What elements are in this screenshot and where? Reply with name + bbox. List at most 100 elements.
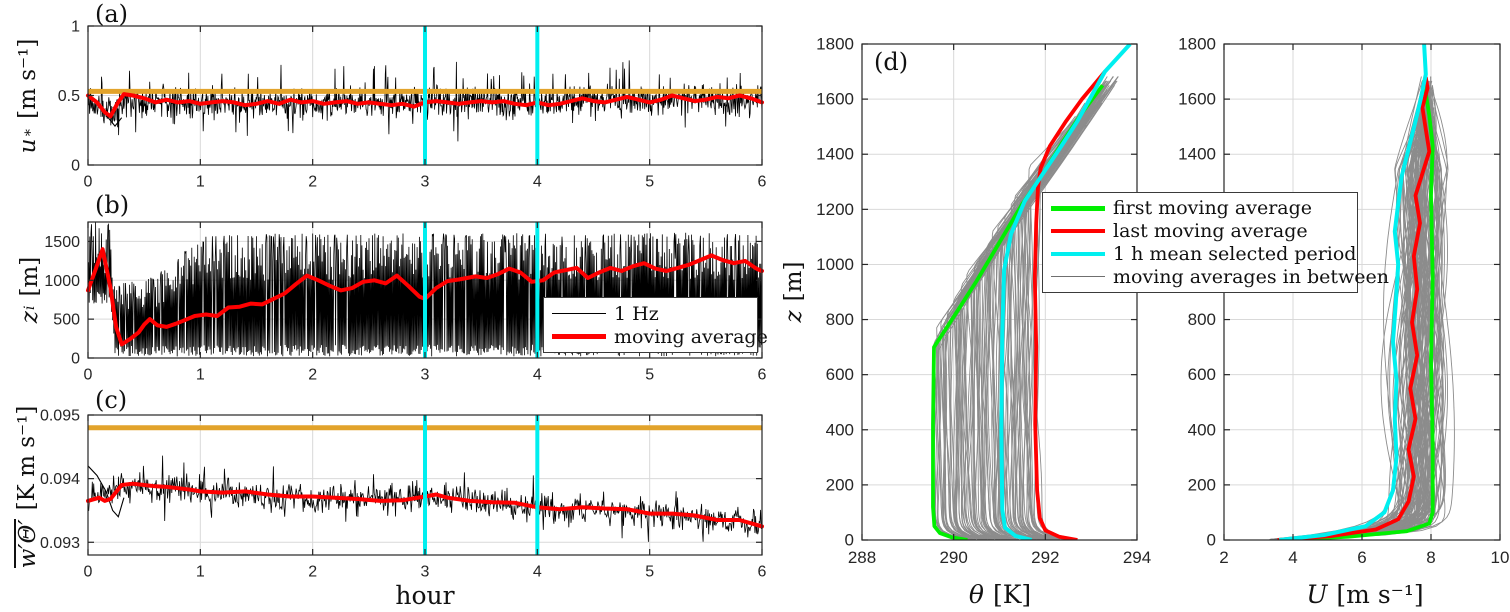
y-tick-label: 0.5 (58, 88, 80, 105)
first-profile-line-sample (1051, 206, 1105, 211)
y-tick-label: 1600 (1178, 90, 1216, 109)
ustar-sub: ∗ (20, 127, 36, 138)
legend-profiles: first moving average last moving average… (1042, 192, 1389, 293)
wind-var: U (1306, 579, 1328, 609)
panel-label-b: (b) (95, 191, 130, 219)
member-profile (1289, 98, 1427, 540)
member-profile (981, 80, 1118, 540)
y-tick-label: 0 (71, 158, 80, 175)
x-tick-label: 290 (939, 548, 967, 567)
panel-label-d: (d) (874, 48, 909, 76)
y-tick-label: 0 (845, 531, 854, 550)
x-tick-label: 6 (758, 173, 767, 190)
member-profile (1281, 76, 1448, 540)
legend-item-mean: 1 h mean selected period (1051, 243, 1356, 266)
member-profile (991, 98, 1103, 540)
member-profile (1277, 80, 1424, 540)
x-tick-label: 4 (1288, 548, 1297, 567)
x-tick-label: 6 (758, 366, 767, 383)
panel-c: 0 1 2 3 4 5 6 0.093 0.094 0.095 (40, 408, 767, 581)
x-tick-label: 6 (758, 563, 767, 580)
y-tick-label: 0 (1207, 531, 1216, 550)
x-tick-label: 1 (196, 563, 205, 580)
y-tick-label: 200 (826, 475, 854, 494)
mean-selected-period-profile (999, 44, 1132, 540)
panel-label-a: (a) (95, 0, 129, 28)
wind-unit: [m s⁻¹] (1336, 579, 1424, 609)
axis-label-z: z [m] (779, 142, 809, 442)
x-tick-label: 2 (1219, 548, 1228, 567)
x-tick-label: 4 (533, 366, 542, 383)
x-tick-label: 292 (1031, 548, 1059, 567)
legend-label: last moving average (1113, 220, 1308, 243)
legend-label: 1 Hz (614, 302, 659, 325)
legend-item-members: moving averages in between (1051, 265, 1389, 288)
moving-average-line (86, 247, 764, 347)
y-tick-label: 1800 (816, 35, 854, 54)
zi-var: z (17, 311, 43, 324)
y-tick-label: 600 (1188, 365, 1216, 384)
mean-selected-period-profile (1278, 44, 1428, 540)
y-tick-label: 1000 (816, 255, 854, 274)
x-tick-label: 294 (1123, 548, 1151, 567)
last-profile-line-sample (1051, 228, 1105, 234)
y-tick-label: 600 (826, 365, 854, 384)
member-profile (1007, 124, 1086, 540)
legend-item-last: last moving average (1051, 220, 1349, 243)
legend-item-raw: 1 Hz (552, 302, 749, 325)
axis-label-theta: θ [K] (940, 578, 1060, 610)
last-moving-average-profile (1032, 70, 1107, 540)
panel-d_theta: 288 290 292 294 0 200 400 600 800 1000 1200 1400 160… (816, 35, 1151, 568)
member-profile (1028, 89, 1105, 540)
x-tick-label: 0 (84, 563, 93, 580)
y-tick-label: 1000 (44, 273, 80, 290)
member-profile (945, 93, 1107, 540)
theta-unit: [K] (992, 579, 1032, 609)
heatflux-var: w′Θ′ (13, 519, 41, 569)
mean-profile-line-sample (1051, 251, 1105, 257)
x-tick-label: 5 (645, 173, 654, 190)
member-line-sample (1051, 275, 1105, 278)
y-tick-label: 1400 (816, 145, 854, 164)
x-tick-label: 10 (1491, 548, 1510, 567)
legend-label: 1 h mean selected period (1113, 242, 1357, 265)
member-profile (1285, 98, 1428, 540)
x-tick-label: 2 (308, 563, 317, 580)
axis-label-wind: U [m s⁻¹] (1290, 578, 1440, 610)
member-profile (1297, 116, 1444, 540)
x-tick-label: 1 (196, 366, 205, 383)
y-tick-label: 1400 (1178, 145, 1216, 164)
legend-item-first: first moving average (1051, 197, 1349, 220)
moving-average-line-sample (552, 334, 606, 339)
last-moving-average-profile (1277, 76, 1432, 540)
x-tick-label: 6 (1357, 548, 1366, 567)
legend-label: moving averages in between (1113, 265, 1390, 288)
legend-item-moving-average: moving average (552, 325, 768, 348)
member-profile (1283, 94, 1431, 540)
y-tick-label: 1200 (816, 200, 854, 219)
member-profile (1283, 107, 1431, 540)
y-tick-label: 1800 (1178, 35, 1216, 54)
y-tick-label: 0.095 (40, 408, 80, 425)
panel-d_wind: 246810020040060080010001200140016001800 (1178, 35, 1509, 568)
first-moving-average-profile (1282, 79, 1435, 540)
y-tick-label: 1 (71, 19, 80, 36)
y-tick-label: 800 (1188, 310, 1216, 329)
panel-b: 0 1 2 3 4 5 6 0 500 1000 1500 (44, 221, 767, 383)
y-tick-label: 800 (826, 310, 854, 329)
y-tick-label: 500 (53, 312, 80, 329)
y-tick-label: 1500 (44, 234, 80, 251)
member-profile (1024, 111, 1087, 540)
x-tick-label: 3 (421, 563, 430, 580)
x-tick-label: 5 (645, 366, 654, 383)
z-var: z (781, 310, 807, 323)
x-tick-label: 4 (533, 563, 542, 580)
x-tick-label: 288 (848, 548, 876, 567)
y-tick-label: 200 (1188, 475, 1216, 494)
zi-unit: [m] (17, 256, 43, 297)
x-tick-label: 2 (308, 173, 317, 190)
legend-label: first moving average (1113, 197, 1313, 220)
axis-label-hour: hour (395, 580, 455, 610)
x-tick-label: 0 (84, 366, 93, 383)
